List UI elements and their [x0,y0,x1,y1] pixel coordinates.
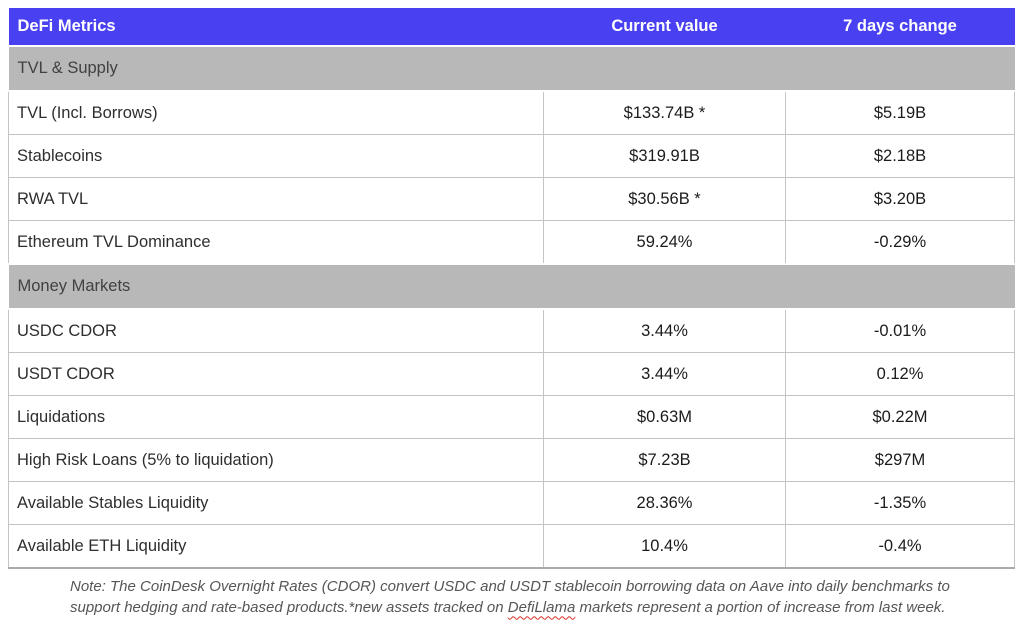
footnote: Note: The CoinDesk Overnight Rates (CDOR… [70,576,950,619]
metric-label: Ethereum TVL Dominance [8,220,544,265]
current-value: 3.44% [543,308,786,353]
metric-label: Stablecoins [8,134,544,178]
table-row: Available Stables Liquidity 28.36% -1.35% [8,481,1015,525]
current-value: $319.91B [543,134,786,178]
table-row: USDC CDOR 3.44% -0.01% [8,308,1015,353]
change-value: $3.20B [785,177,1015,221]
current-value: $7.23B [543,438,786,482]
metric-label: Liquidations [8,395,544,439]
section-header-row: TVL & Supply [8,45,1015,92]
table-row: Liquidations $0.63M $0.22M [8,395,1015,439]
table-row: USDT CDOR 3.44% 0.12% [8,352,1015,396]
metric-label: USDT CDOR [8,352,544,396]
section-header-row: Money Markets [8,263,1015,310]
defi-metrics-table: DeFi Metrics Current value 7 days change… [8,8,1015,569]
table-header-row: DeFi Metrics Current value 7 days change [8,8,1015,47]
current-value: 3.44% [543,352,786,396]
metric-label: RWA TVL [8,177,544,221]
current-value: 10.4% [543,524,786,569]
section-title: TVL & Supply [8,45,1015,92]
change-value: -0.01% [785,308,1015,353]
column-header-current-value: Current value [543,8,786,47]
table-row: Available ETH Liquidity 10.4% -0.4% [8,524,1015,569]
table-body: TVL & Supply TVL (Incl. Borrows) $133.74B … [8,45,1015,569]
defillama-misspelled-word: DefiLlama [507,599,576,617]
footnote-text-start: Note: The CoinDesk Overnight Rates (CDOR… [70,578,950,617]
change-value: $297M [785,438,1015,482]
current-value: $0.63M [543,395,786,439]
change-value: -0.4% [785,524,1015,569]
footnote-text-end: markets represent a portion of increase … [575,599,946,617]
metric-label: TVL (Incl. Borrows) [8,90,544,135]
metric-label: Available ETH Liquidity [8,524,544,569]
table-row: RWA TVL $30.56B * $3.20B [8,177,1015,221]
section-title: Money Markets [8,263,1015,310]
current-value: $30.56B * [543,177,786,221]
metric-label: USDC CDOR [8,308,544,353]
column-header-7-days-change: 7 days change [785,8,1015,47]
metric-label: High Risk Loans (5% to liquidation) [8,438,544,482]
current-value: 28.36% [543,481,786,525]
table-row: TVL (Incl. Borrows) $133.74B * $5.19B [8,90,1015,135]
table-row: High Risk Loans (5% to liquidation) $7.23… [8,438,1015,482]
change-value: $5.19B [785,90,1015,135]
change-value: $2.18B [785,134,1015,178]
change-value: 0.12% [785,352,1015,396]
current-value: 59.24% [543,220,786,265]
column-header-defi-metrics: DeFi Metrics [8,8,544,47]
current-value: $133.74B * [543,90,786,135]
table-row: Stablecoins $319.91B $2.18B [8,134,1015,178]
change-value: -1.35% [785,481,1015,525]
change-value: -0.29% [785,220,1015,265]
metric-label: Available Stables Liquidity [8,481,544,525]
change-value: $0.22M [785,395,1015,439]
table-row: Ethereum TVL Dominance 59.24% -0.29% [8,220,1015,265]
